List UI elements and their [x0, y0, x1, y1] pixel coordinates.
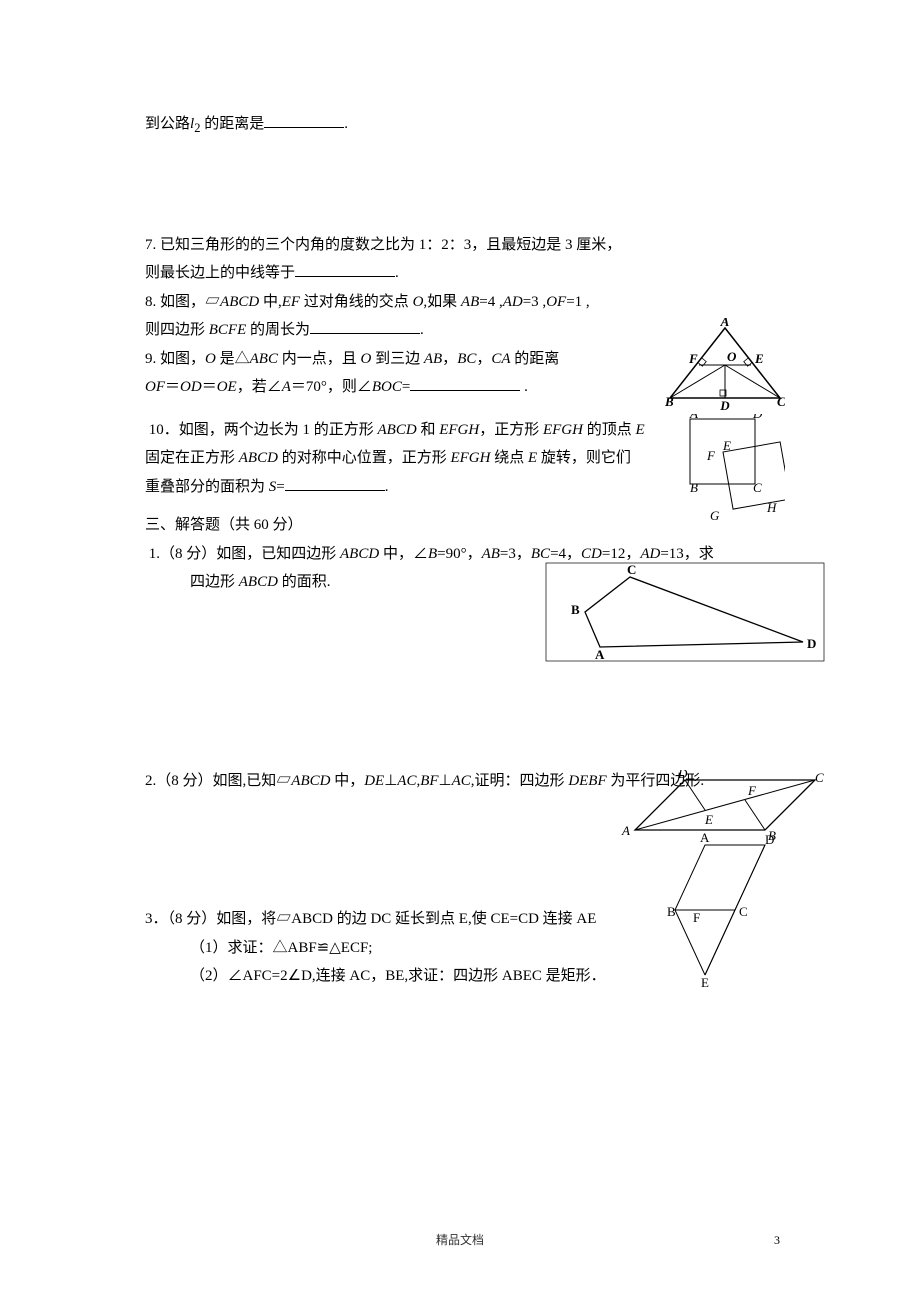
svg-text:O: O — [727, 349, 737, 364]
svg-text:D: D — [752, 414, 763, 421]
svg-text:C: C — [815, 770, 824, 785]
svg-text:D: D — [765, 832, 774, 847]
svg-text:B: B — [571, 602, 580, 617]
svg-text:F: F — [747, 783, 757, 798]
fig-p3: A D B C E F — [665, 830, 780, 1001]
fig-q9: A B C D E F O — [665, 318, 785, 424]
fig-p1: A B C D — [545, 562, 825, 673]
svg-text:A: A — [689, 414, 698, 421]
svg-text:H: H — [766, 500, 777, 515]
svg-text:A: A — [720, 318, 730, 329]
page-number: 3 — [774, 1229, 780, 1252]
svg-text:A: A — [595, 647, 605, 662]
svg-text:F: F — [688, 351, 698, 366]
svg-text:D: D — [677, 770, 688, 781]
svg-text:C: C — [777, 394, 785, 409]
fig-q10: A D B C E F G H — [685, 414, 785, 535]
svg-text:C: C — [753, 480, 762, 495]
svg-text:B: B — [667, 904, 676, 919]
svg-text:B: B — [665, 394, 674, 409]
svg-text:E: E — [722, 438, 731, 453]
svg-text:E: E — [754, 351, 764, 366]
svg-text:D: D — [719, 398, 730, 413]
svg-text:F: F — [706, 448, 716, 463]
svg-text:D: D — [807, 636, 816, 651]
q7-line1: 7. 已知三角形的的三个内角的度数之比为 1：2：3，且最短边是 3 厘米， — [145, 231, 790, 260]
svg-text:C: C — [627, 562, 636, 577]
svg-text:E: E — [704, 812, 713, 827]
svg-text:A: A — [621, 823, 630, 838]
q7-line2: 则最长边上的中线等于. — [145, 259, 790, 288]
svg-text:C: C — [739, 904, 748, 919]
svg-text:A: A — [700, 830, 710, 845]
q6-tail: 到公路l2 的距离是. — [145, 110, 790, 141]
footer-text: 精品文档 — [0, 1229, 920, 1252]
svg-text:E: E — [701, 975, 709, 990]
svg-text:F: F — [693, 910, 700, 925]
svg-text:B: B — [690, 480, 698, 495]
svg-text:G: G — [710, 508, 720, 523]
q8-line1: 8. 如图，▱ABCD 中,EF 过对角线的交点 O,如果 AB=4 ,AD=3… — [145, 288, 790, 317]
